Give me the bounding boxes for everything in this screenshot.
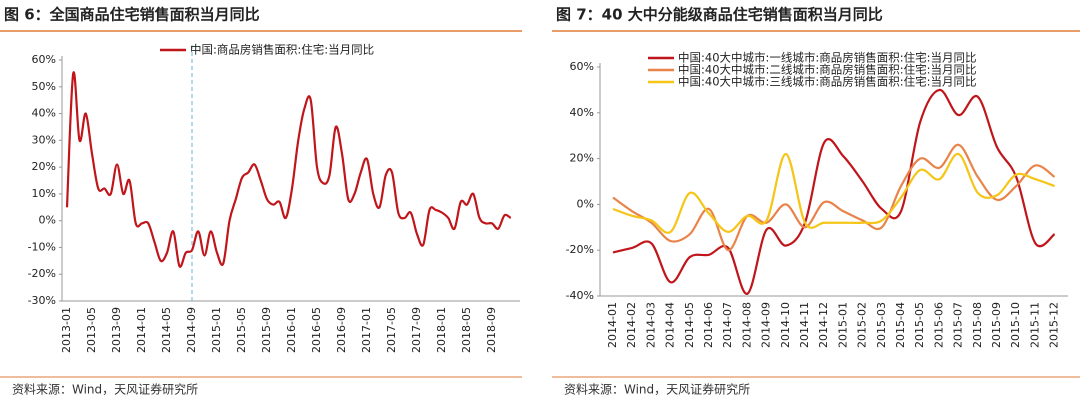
x-tick-label: 2015-10 xyxy=(1009,302,1022,348)
series-line xyxy=(612,152,1055,234)
legend-label: 中国:商品房销售面积:住宅:当月同比 xyxy=(190,43,374,57)
y-tick-label: 50% xyxy=(32,80,56,93)
x-tick-label: 2015-03 xyxy=(875,302,888,348)
x-tick-label: 2015-02 xyxy=(856,302,869,348)
x-tick-label: 2016-05 xyxy=(310,307,323,353)
series-line xyxy=(612,88,1056,295)
y-tick-label: 20% xyxy=(570,152,594,165)
x-tick-label: 2015-06 xyxy=(932,302,945,348)
x-tick-label: 2014-08 xyxy=(740,302,753,348)
x-tick-label: 2014-03 xyxy=(644,302,657,348)
x-tick-label: 2018-09 xyxy=(485,307,498,353)
legend-label: 中国:40大中城市:二线城市:商品房销售面积:住宅:当月同比 xyxy=(678,63,977,77)
y-tick-label: 40% xyxy=(570,106,594,119)
y-tick-label: -10% xyxy=(28,240,56,253)
y-tick-label: 60% xyxy=(570,60,594,73)
x-tick-label: 2017-01 xyxy=(360,307,373,353)
x-tick-label: 2015-04 xyxy=(894,302,907,348)
y-tick-label: 40% xyxy=(32,107,56,120)
x-tick-label: 2014-09 xyxy=(760,302,773,348)
legend-label: 中国:40大中城市:三线城市:商品房销售面积:住宅:当月同比 xyxy=(678,75,977,89)
x-tick-label: 2014-07 xyxy=(721,302,734,348)
chart-title: 图 6：全国商品住宅销售面积当月同比 xyxy=(4,6,260,24)
chart-title: 图 7：40 大中分能级商品住宅销售面积当月同比 xyxy=(556,6,883,24)
x-tick-label: 2015-05 xyxy=(235,307,248,353)
x-tick-label: 2015-08 xyxy=(971,302,984,348)
y-tick-label: 10% xyxy=(32,187,56,200)
x-tick-label: 2014-05 xyxy=(683,302,696,348)
x-tick-label: 2015-12 xyxy=(1048,302,1061,348)
source: 资料来源：Wind，天风证券研究所 xyxy=(564,382,750,397)
y-tick-label: 30% xyxy=(32,133,56,146)
x-tick-label: 2015-07 xyxy=(952,302,965,348)
x-tick-label: 2015-01 xyxy=(210,307,223,353)
series-line xyxy=(65,71,512,268)
legend-label: 中国:40大中城市:一线城市:商品房销售面积:住宅:当月同比 xyxy=(678,51,977,65)
y-tick-label: 0% xyxy=(577,197,594,210)
x-tick-label: 2015-05 xyxy=(913,302,926,348)
x-tick-label: 2013-05 xyxy=(85,307,98,353)
x-tick-label: 2015-09 xyxy=(260,307,273,353)
x-tick-label: 2015-11 xyxy=(1028,302,1041,348)
y-tick-label: 20% xyxy=(32,160,56,173)
x-tick-label: 2014-02 xyxy=(625,302,638,348)
x-tick-label: 2014-09 xyxy=(185,307,198,353)
y-tick-label: -20% xyxy=(28,267,56,280)
y-tick-label: -40% xyxy=(566,289,594,302)
x-tick-label: 2014-06 xyxy=(702,302,715,348)
x-tick-label: 2014-01 xyxy=(606,302,619,348)
x-tick-label: 2017-09 xyxy=(410,307,423,353)
x-tick-label: 2015-01 xyxy=(836,302,849,348)
y-tick-label: 60% xyxy=(32,53,56,66)
x-tick-label: 2018-05 xyxy=(460,307,473,353)
x-tick-label: 2015-09 xyxy=(990,302,1003,348)
x-tick-label: 2014-01 xyxy=(135,307,148,353)
x-tick-label: 2014-10 xyxy=(779,302,792,348)
series-line xyxy=(612,143,1056,252)
y-tick-label: 0% xyxy=(39,214,56,227)
x-tick-label: 2013-09 xyxy=(110,307,123,353)
y-tick-label: -20% xyxy=(566,243,594,256)
x-tick-label: 2014-05 xyxy=(160,307,173,353)
x-tick-label: 2016-09 xyxy=(335,307,348,353)
x-tick-label: 2013-01 xyxy=(60,307,73,353)
x-tick-label: 2014-11 xyxy=(798,302,811,348)
x-tick-label: 2014-04 xyxy=(664,302,677,348)
x-tick-label: 2017-05 xyxy=(385,307,398,353)
x-tick-label: 2014-12 xyxy=(817,302,830,348)
x-tick-label: 2016-01 xyxy=(285,307,298,353)
x-tick-label: 2018-01 xyxy=(435,307,448,353)
source: 资料来源：Wind，天风证券研究所 xyxy=(12,382,198,397)
y-tick-label: -30% xyxy=(28,294,56,307)
